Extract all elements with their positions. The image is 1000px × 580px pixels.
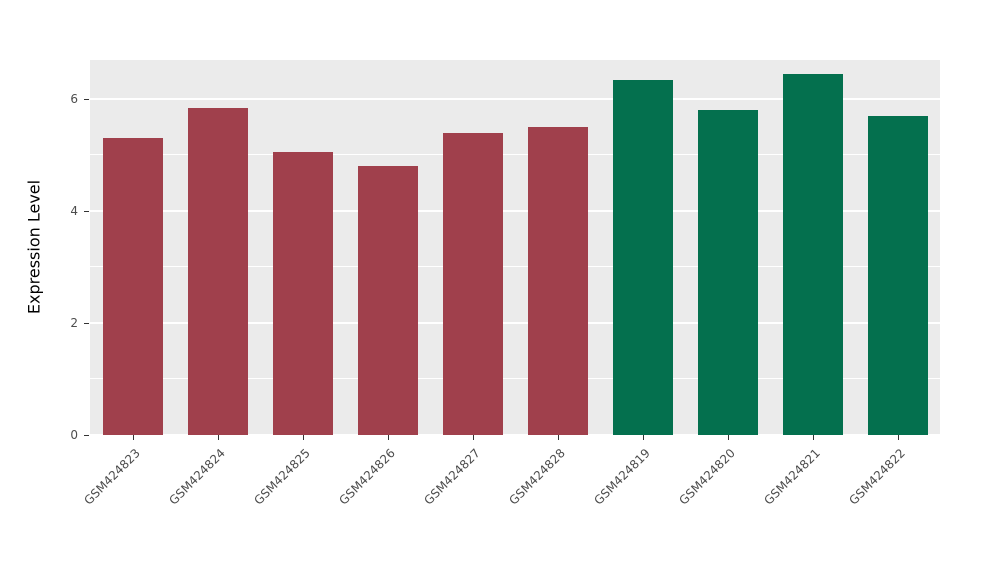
bar-GSM424825 bbox=[272, 152, 333, 435]
major-gridline bbox=[90, 98, 940, 100]
y-tick-mark bbox=[84, 435, 89, 436]
x-tick-mark bbox=[812, 435, 814, 440]
x-tick-mark bbox=[897, 435, 899, 440]
bar-GSM424823 bbox=[102, 138, 163, 435]
x-tick-mark bbox=[217, 435, 219, 440]
minor-gridline bbox=[90, 378, 940, 380]
y-tick-label: 4 bbox=[70, 204, 78, 219]
x-tick-mark bbox=[557, 435, 559, 440]
y-tick-label: 2 bbox=[70, 316, 78, 331]
y-tick-label: 0 bbox=[70, 428, 78, 442]
major-gridline bbox=[90, 434, 940, 436]
plot-panel bbox=[90, 60, 940, 436]
bar-GSM424822 bbox=[867, 115, 928, 435]
x-tick-mark bbox=[387, 435, 389, 440]
minor-gridline bbox=[90, 266, 940, 268]
bar-GSM424819 bbox=[612, 79, 673, 435]
major-gridline bbox=[90, 322, 940, 324]
x-tick-mark bbox=[132, 435, 134, 440]
bar-GSM424820 bbox=[697, 110, 758, 435]
major-gridline bbox=[90, 210, 940, 212]
x-tick-mark bbox=[302, 435, 304, 440]
bar-GSM424824 bbox=[187, 107, 248, 435]
bar-GSM424827 bbox=[442, 132, 503, 435]
y-axis-title: Expression Level bbox=[24, 179, 44, 315]
bar-GSM424826 bbox=[357, 166, 418, 435]
x-tick-mark bbox=[472, 435, 474, 440]
x-tick-mark bbox=[727, 435, 729, 440]
y-tick-label: 6 bbox=[70, 92, 78, 107]
y-tick-mark bbox=[84, 323, 89, 325]
y-tick-mark bbox=[84, 211, 89, 213]
bar-GSM424821 bbox=[782, 74, 843, 435]
x-tick-mark bbox=[642, 435, 644, 440]
bar-GSM424828 bbox=[527, 127, 588, 435]
y-tick-mark bbox=[84, 99, 89, 101]
minor-gridline bbox=[90, 154, 940, 156]
